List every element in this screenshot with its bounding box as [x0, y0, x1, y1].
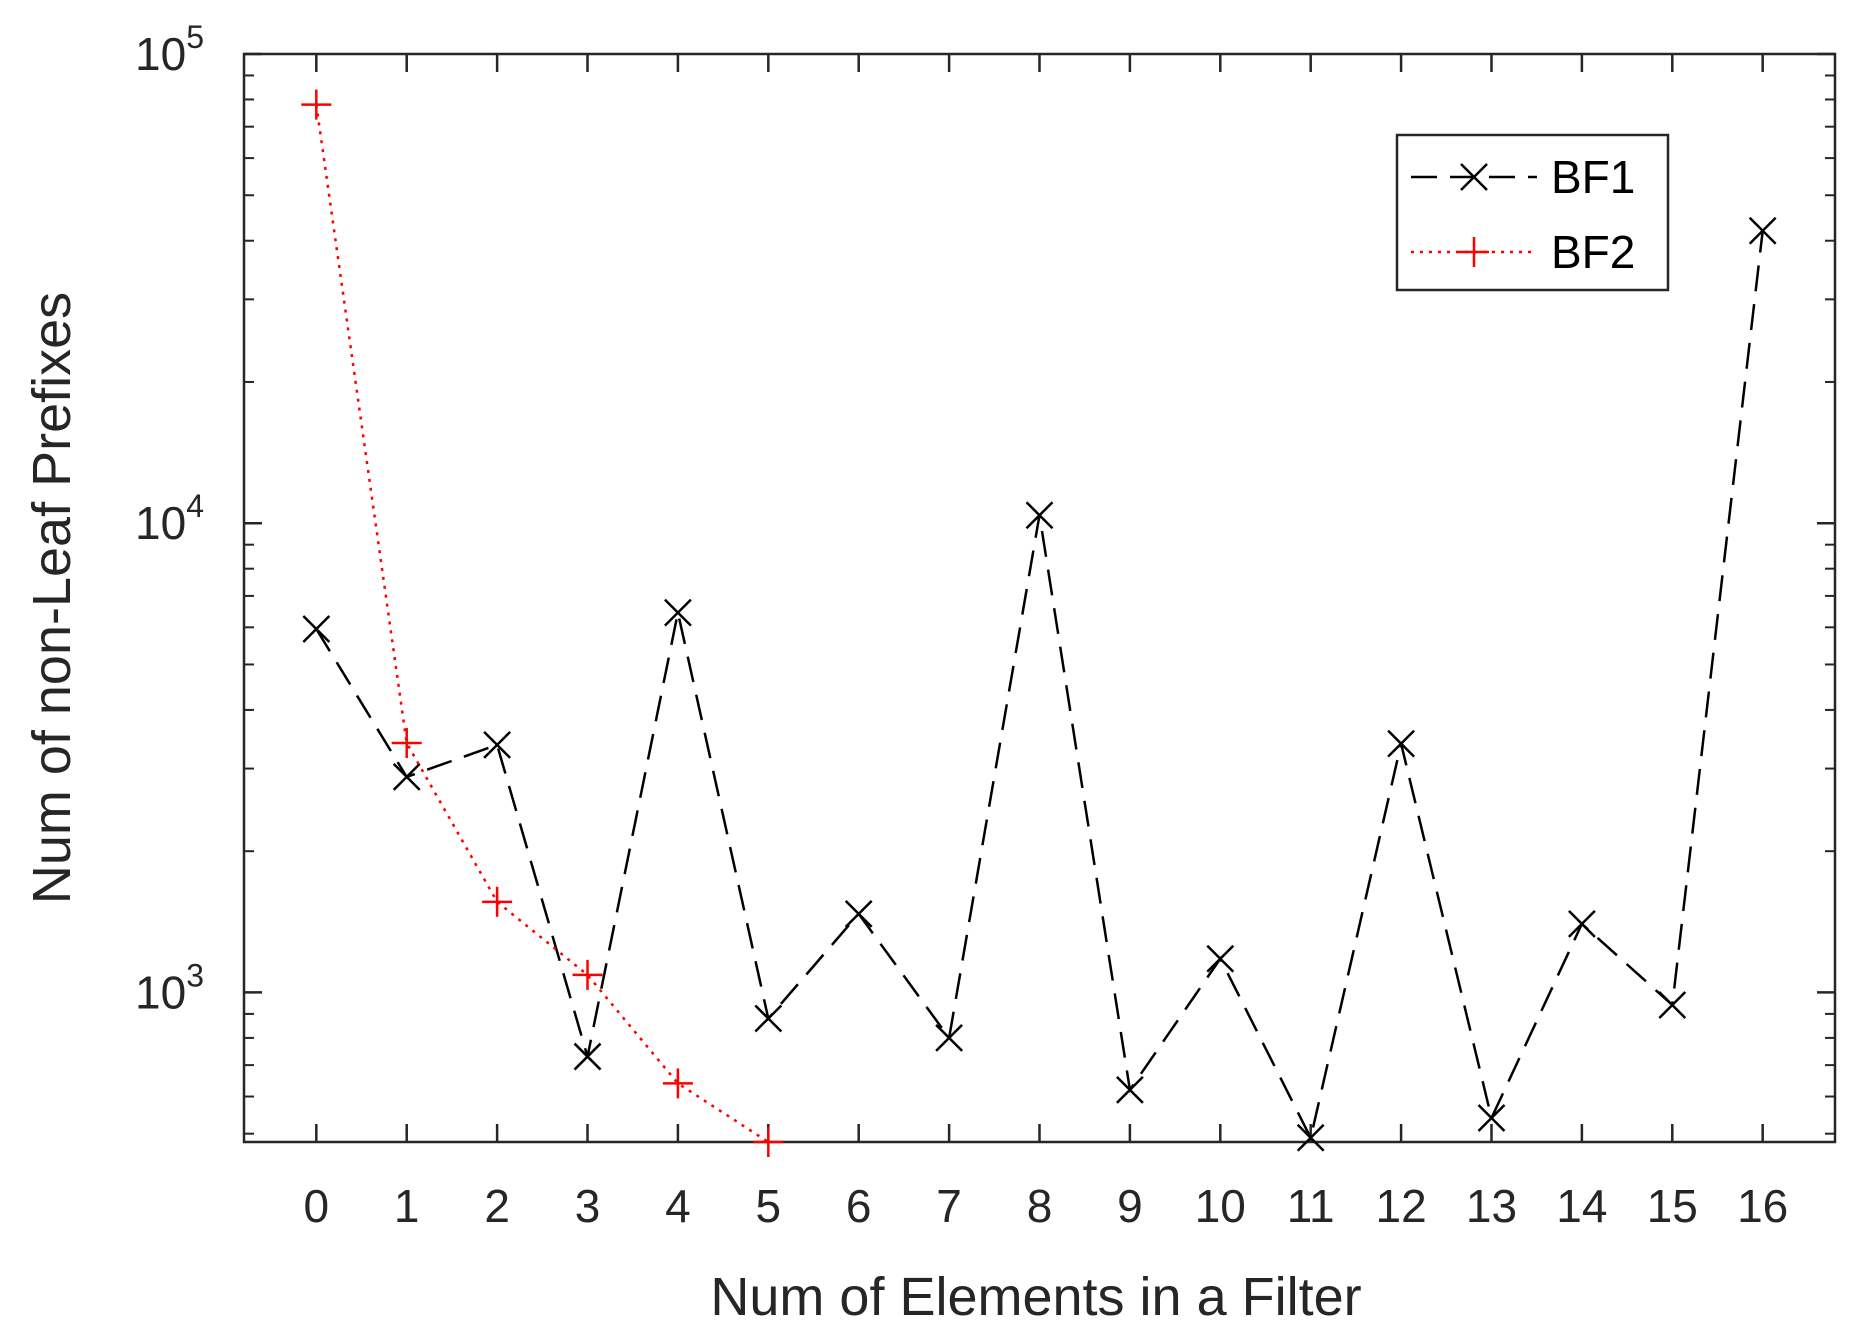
y-tick-label: 105 [135, 19, 204, 80]
legend-marker-bf2 [1459, 237, 1489, 267]
data-point-bf1 [1116, 1075, 1144, 1104]
x-tick-label: 0 [304, 1180, 330, 1232]
data-point-bf2 [301, 89, 332, 120]
data-point-bf1 [392, 762, 421, 791]
x-tick-label: 9 [1117, 1180, 1143, 1232]
x-axis-title: Num of Elements in a Filter [710, 1267, 1361, 1327]
y-tick-label-exponent: 3 [186, 957, 204, 993]
data-point-bf1 [1387, 729, 1415, 758]
y-tick-label: 103 [135, 957, 204, 1018]
x-tick-label: 7 [936, 1180, 962, 1232]
y-tick-label-exponent: 5 [186, 19, 204, 55]
x-tick-label: 4 [665, 1180, 691, 1232]
legend-marker-bf1 [1460, 163, 1488, 191]
data-point-bf1 [844, 900, 873, 928]
x-tick-label: 10 [1195, 1180, 1246, 1232]
data-point-bf1 [1658, 991, 1687, 1019]
x-axis: 0 1 2 3 4 5 6 7 8 9 10 11 12 13 14 15 16 [304, 54, 1788, 1232]
data-point-bf1 [573, 1042, 602, 1071]
series-layer [301, 89, 1777, 1157]
data-point-bf2 [572, 959, 603, 990]
y-tick-label-base: 10 [135, 966, 186, 1018]
data-point-bf1 [1025, 501, 1054, 530]
data-point-bf1 [483, 730, 511, 759]
x-tick-label: 5 [756, 1180, 782, 1232]
y-tick-label-exponent: 4 [186, 488, 204, 524]
x-tick-label: 16 [1737, 1180, 1788, 1232]
data-point-bf1 [1748, 216, 1777, 245]
x-tick-label: 2 [484, 1180, 510, 1232]
data-point-bf1 [1477, 1104, 1506, 1132]
x-tick-label: 3 [575, 1180, 601, 1232]
data-point-bf1 [1206, 944, 1235, 973]
y-tick-label-base: 10 [135, 497, 186, 549]
legend-label-bf2: BF2 [1551, 226, 1635, 278]
x-tick-label: 14 [1556, 1180, 1607, 1232]
y-axis-title: Num of non-Leaf Prefixes [22, 292, 82, 904]
data-point-bf1 [754, 1004, 783, 1033]
data-point-bf2 [482, 886, 513, 917]
data-point-bf1 [935, 1024, 963, 1052]
x-tick-label: 8 [1027, 1180, 1053, 1232]
x-tick-label: 15 [1647, 1180, 1698, 1232]
data-point-bf1 [1296, 1123, 1325, 1152]
legend-box [1395, 133, 1670, 292]
x-tick-label: 1 [394, 1180, 420, 1232]
data-point-bf2 [753, 1127, 784, 1157]
y-tick-label-base: 10 [135, 28, 186, 80]
x-tick-label: 13 [1466, 1180, 1517, 1232]
legend-label-bf1: BF1 [1551, 151, 1635, 203]
x-tick-label: 6 [846, 1180, 872, 1232]
data-point-bf1 [1568, 909, 1596, 938]
y-tick-label: 104 [135, 488, 204, 549]
x-tick-label: 11 [1287, 1180, 1335, 1232]
x-tick-label: 12 [1376, 1180, 1427, 1232]
data-point-bf1 [302, 615, 331, 643]
data-point-bf1 [664, 598, 692, 627]
data-point-bf2 [391, 728, 422, 759]
data-point-bf2 [662, 1068, 693, 1099]
